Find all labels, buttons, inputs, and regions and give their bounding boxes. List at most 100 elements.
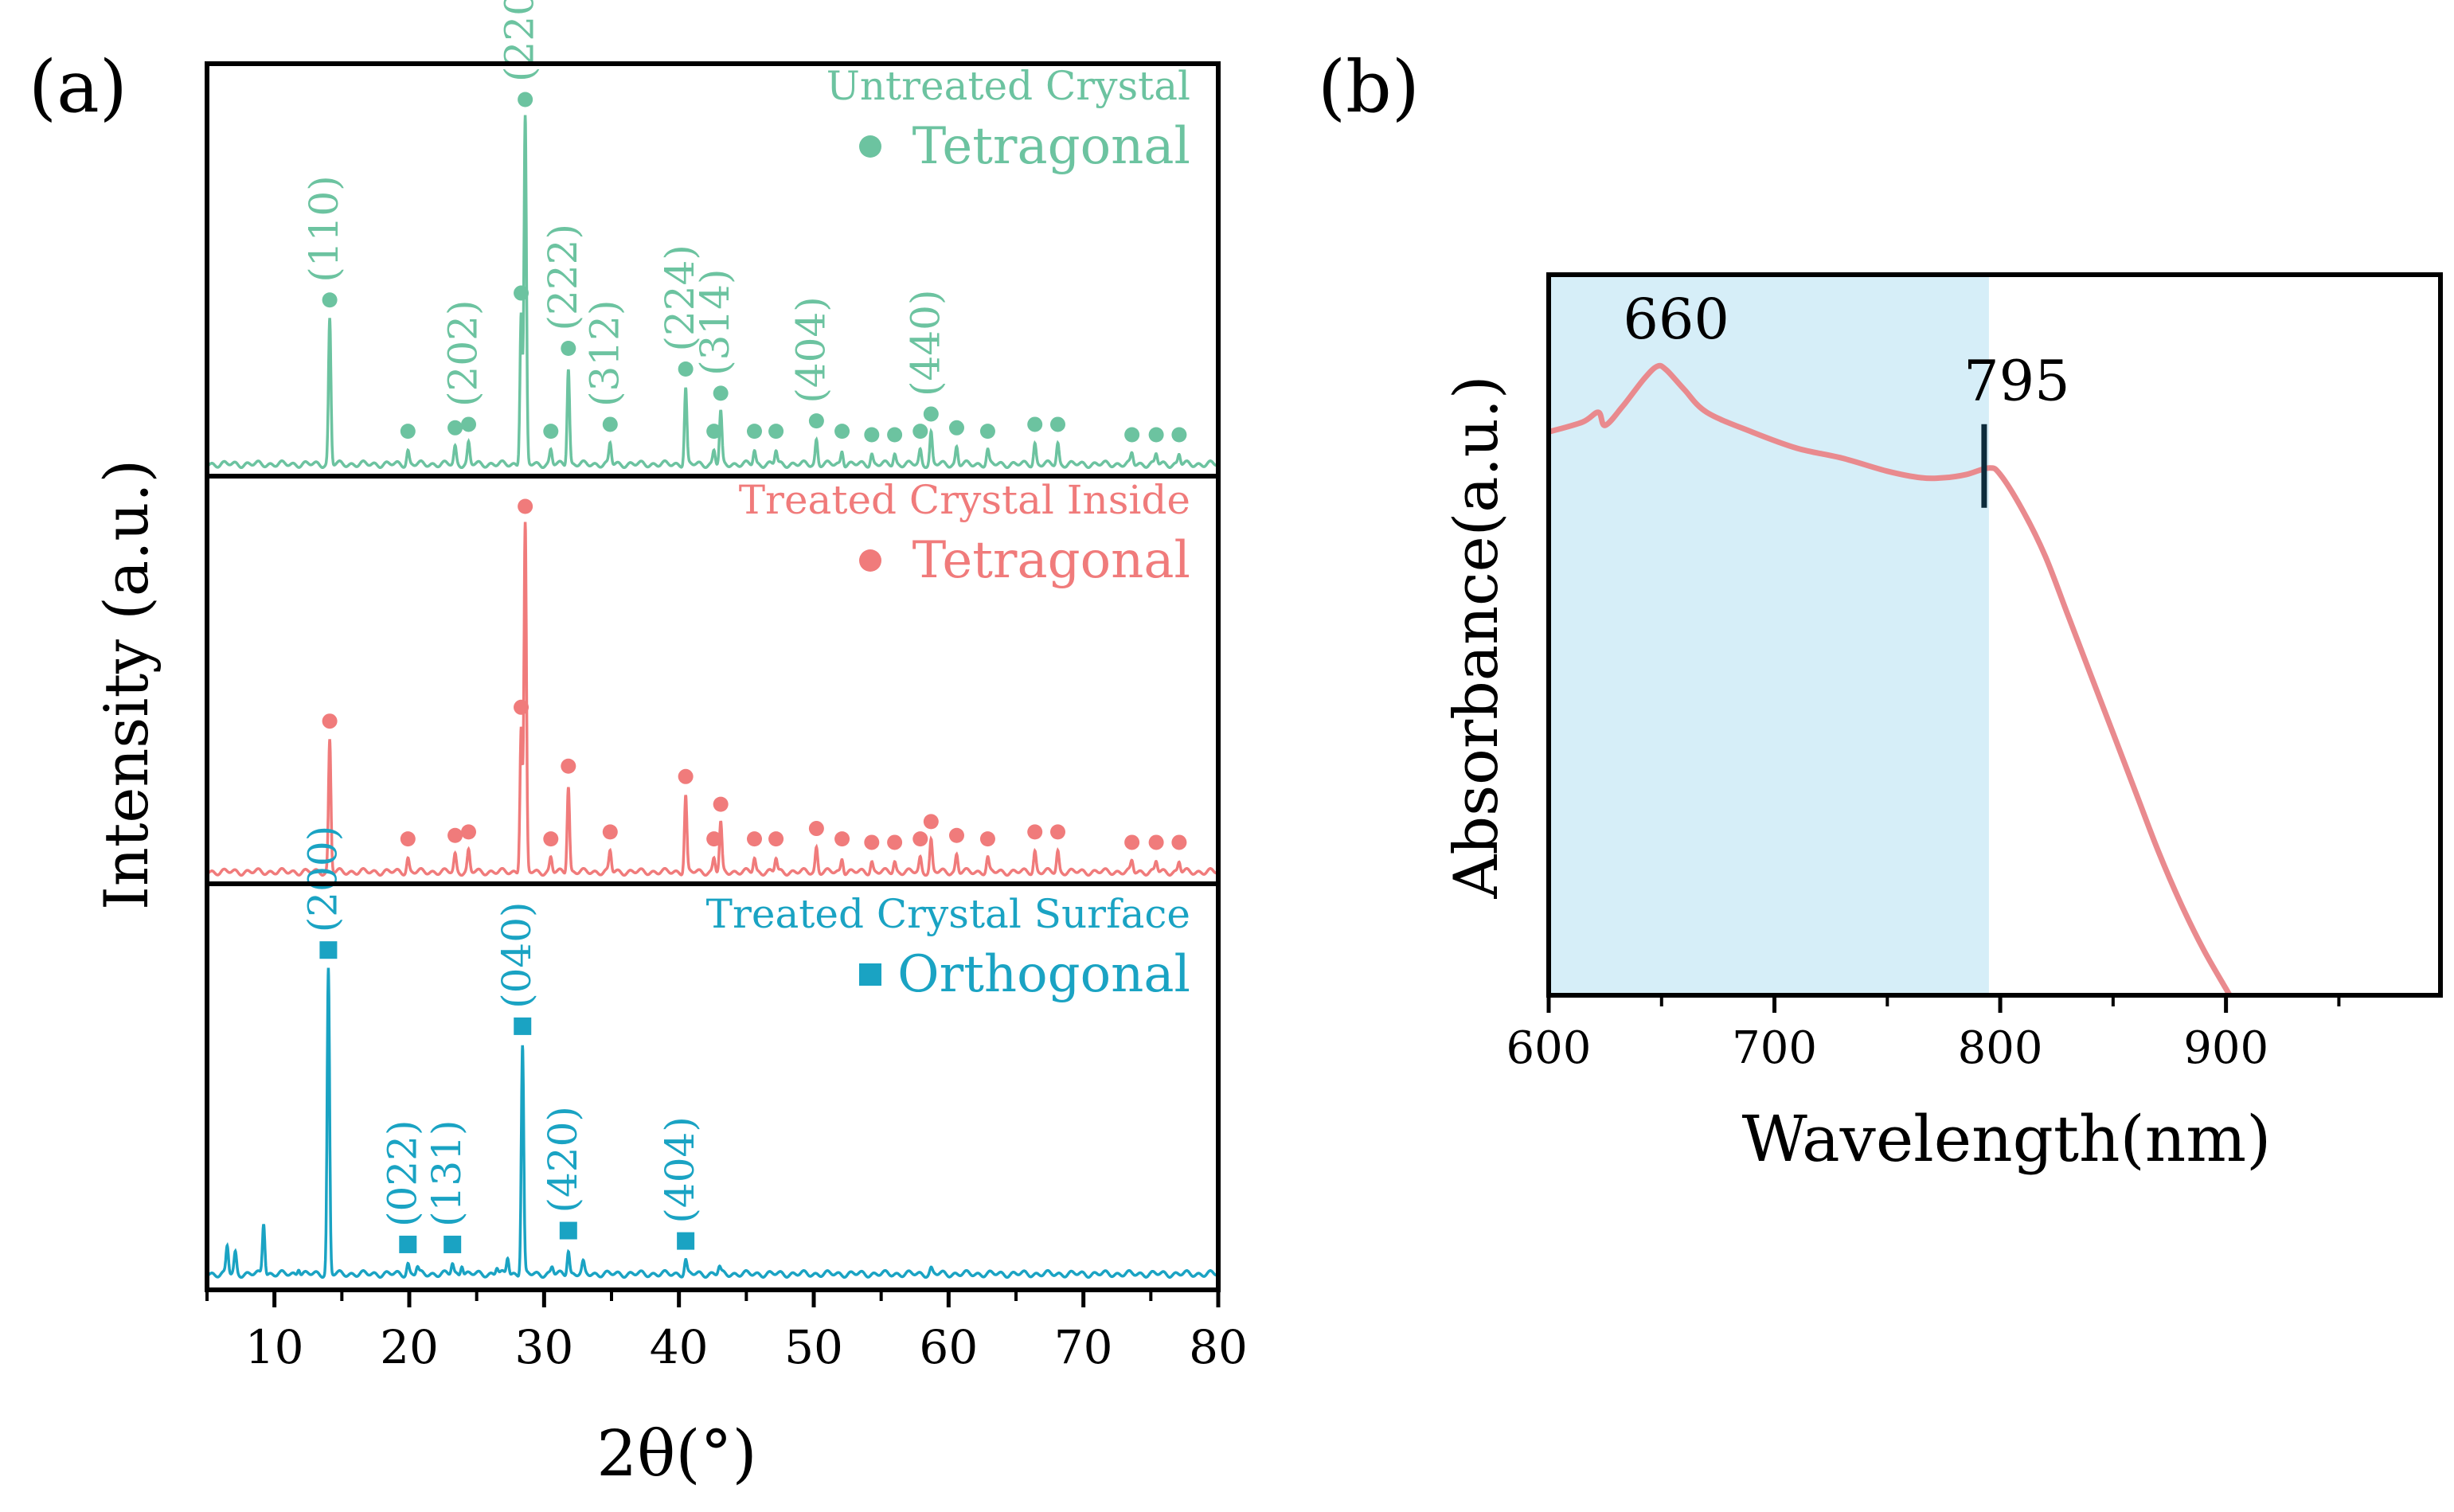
peak-marker — [746, 424, 762, 440]
peak-marker — [400, 831, 416, 847]
peak-marker — [808, 413, 824, 429]
x-tick-label: 70 — [1054, 1320, 1113, 1374]
legend-sample-name: Untreated Crystal — [826, 63, 1190, 109]
xrd-series-3: (200) (022)(131) (040) (420) (404) — [206, 826, 1220, 1280]
peak-marker — [1171, 427, 1187, 443]
peak-marker — [678, 768, 694, 784]
x-tick-label: 800 — [1958, 1022, 2043, 1074]
x-tick-label: 600 — [1506, 1022, 1592, 1074]
peak-marker — [979, 424, 995, 440]
peak-marker — [768, 424, 784, 440]
x-tick-label: 700 — [1732, 1022, 1817, 1074]
peak-marker — [768, 831, 784, 847]
peak-marker — [887, 427, 903, 443]
peak-marker — [514, 285, 529, 301]
peak-marker — [864, 834, 880, 850]
legend-sample-name: Treated Crystal Surface — [706, 891, 1190, 937]
xrd-trace-line — [206, 115, 1220, 470]
peak-index-label: (420) — [540, 1106, 586, 1213]
peak-marker — [1124, 834, 1140, 850]
peak-marker — [979, 831, 995, 847]
peak-index-label: (040) — [494, 901, 540, 1008]
peak-marker — [1027, 416, 1043, 432]
peak-marker — [444, 1235, 462, 1253]
peak-index-label: (220) — [497, 0, 543, 82]
peak-marker — [447, 420, 463, 436]
legend-marker — [859, 549, 881, 572]
peak-marker — [887, 834, 903, 850]
peak-marker — [461, 416, 477, 432]
peak-marker — [948, 420, 964, 436]
peak-marker — [1171, 834, 1187, 850]
peak-marker — [602, 824, 618, 840]
peak-marker — [1124, 427, 1140, 443]
peak-marker — [713, 796, 729, 812]
x-tick-label: 40 — [650, 1320, 709, 1374]
peak-marker — [1148, 834, 1164, 850]
peak-marker — [400, 424, 416, 440]
peak-marker — [808, 821, 824, 837]
peak-index-label: (404) — [787, 296, 834, 403]
peak-index-label: (022) — [379, 1119, 425, 1226]
panel-a-frame — [205, 61, 1221, 1292]
xrd-trace-line — [206, 522, 1220, 877]
peak-marker — [319, 941, 338, 959]
peak-index-label: (200) — [299, 826, 346, 932]
absorbance-curve — [1549, 362, 2233, 995]
x-tick-label: 60 — [919, 1320, 978, 1374]
x-tick-label: 80 — [1189, 1320, 1248, 1374]
legend-sample-name: Treated Crystal Inside — [739, 477, 1190, 523]
panel-b-xlabel: Wavelength(nm) — [1742, 1102, 2272, 1176]
panel-a-ylabel: Intensity (a.u.) — [91, 459, 162, 910]
peak-marker — [399, 1235, 417, 1253]
peak-marker — [923, 406, 939, 422]
peak-index-label: (131) — [424, 1119, 470, 1226]
peak-marker — [1027, 824, 1043, 840]
peak-marker — [864, 427, 880, 443]
x-tick-label: 20 — [380, 1320, 439, 1374]
legend-marker — [859, 963, 881, 986]
legend-phase: Tetragonal — [912, 117, 1190, 176]
peak-marker — [912, 424, 928, 440]
peak-index-label: (312) — [581, 300, 627, 407]
annotation-660: 660 — [1623, 287, 1729, 352]
legend-marker — [859, 135, 881, 158]
legend-phase: Tetragonal — [912, 531, 1190, 590]
x-tick-label: 30 — [514, 1320, 573, 1374]
panel-a-label: (a) — [29, 45, 127, 129]
annotation-795: 795 — [1964, 349, 2070, 414]
peak-marker — [514, 699, 529, 715]
peak-marker — [518, 498, 533, 514]
peak-marker — [706, 424, 722, 440]
peak-index-label: (440) — [902, 289, 948, 396]
peak-marker — [518, 92, 533, 107]
xrd-trace-line — [206, 967, 1220, 1280]
x-tick-label: 50 — [784, 1320, 843, 1374]
peak-marker — [447, 827, 463, 843]
peak-index-label: (314) — [692, 268, 738, 375]
x-tick-label: 10 — [245, 1320, 304, 1374]
peak-marker — [706, 831, 722, 847]
peak-marker — [746, 831, 762, 847]
panel-a-xlabel: 2θ(°) — [596, 1416, 756, 1491]
panel-b-frame — [1546, 272, 2443, 998]
peak-marker — [461, 824, 477, 840]
peak-marker — [713, 385, 729, 401]
peak-marker — [834, 831, 850, 847]
peak-index-label: (404) — [657, 1116, 703, 1223]
peak-index-label: (110) — [301, 175, 347, 282]
legend-phase: Orthogonal — [897, 945, 1190, 1004]
peak-marker — [948, 827, 964, 843]
peak-marker — [322, 292, 338, 308]
peak-index-label: (222) — [540, 224, 586, 330]
xrd-series-2 — [206, 498, 1220, 877]
peak-marker — [322, 713, 338, 729]
panel-a-x-axis: 10 20 30 40 50 60 70 80 — [205, 1290, 1248, 1374]
peak-marker — [678, 361, 694, 377]
peak-marker — [543, 831, 559, 847]
xrd-traces: (110) (202) (220) (222)(312) (224)(314) (404)… — [206, 0, 1220, 1280]
peak-marker — [677, 1232, 695, 1250]
peak-marker — [543, 424, 559, 440]
peak-marker — [559, 1221, 577, 1240]
